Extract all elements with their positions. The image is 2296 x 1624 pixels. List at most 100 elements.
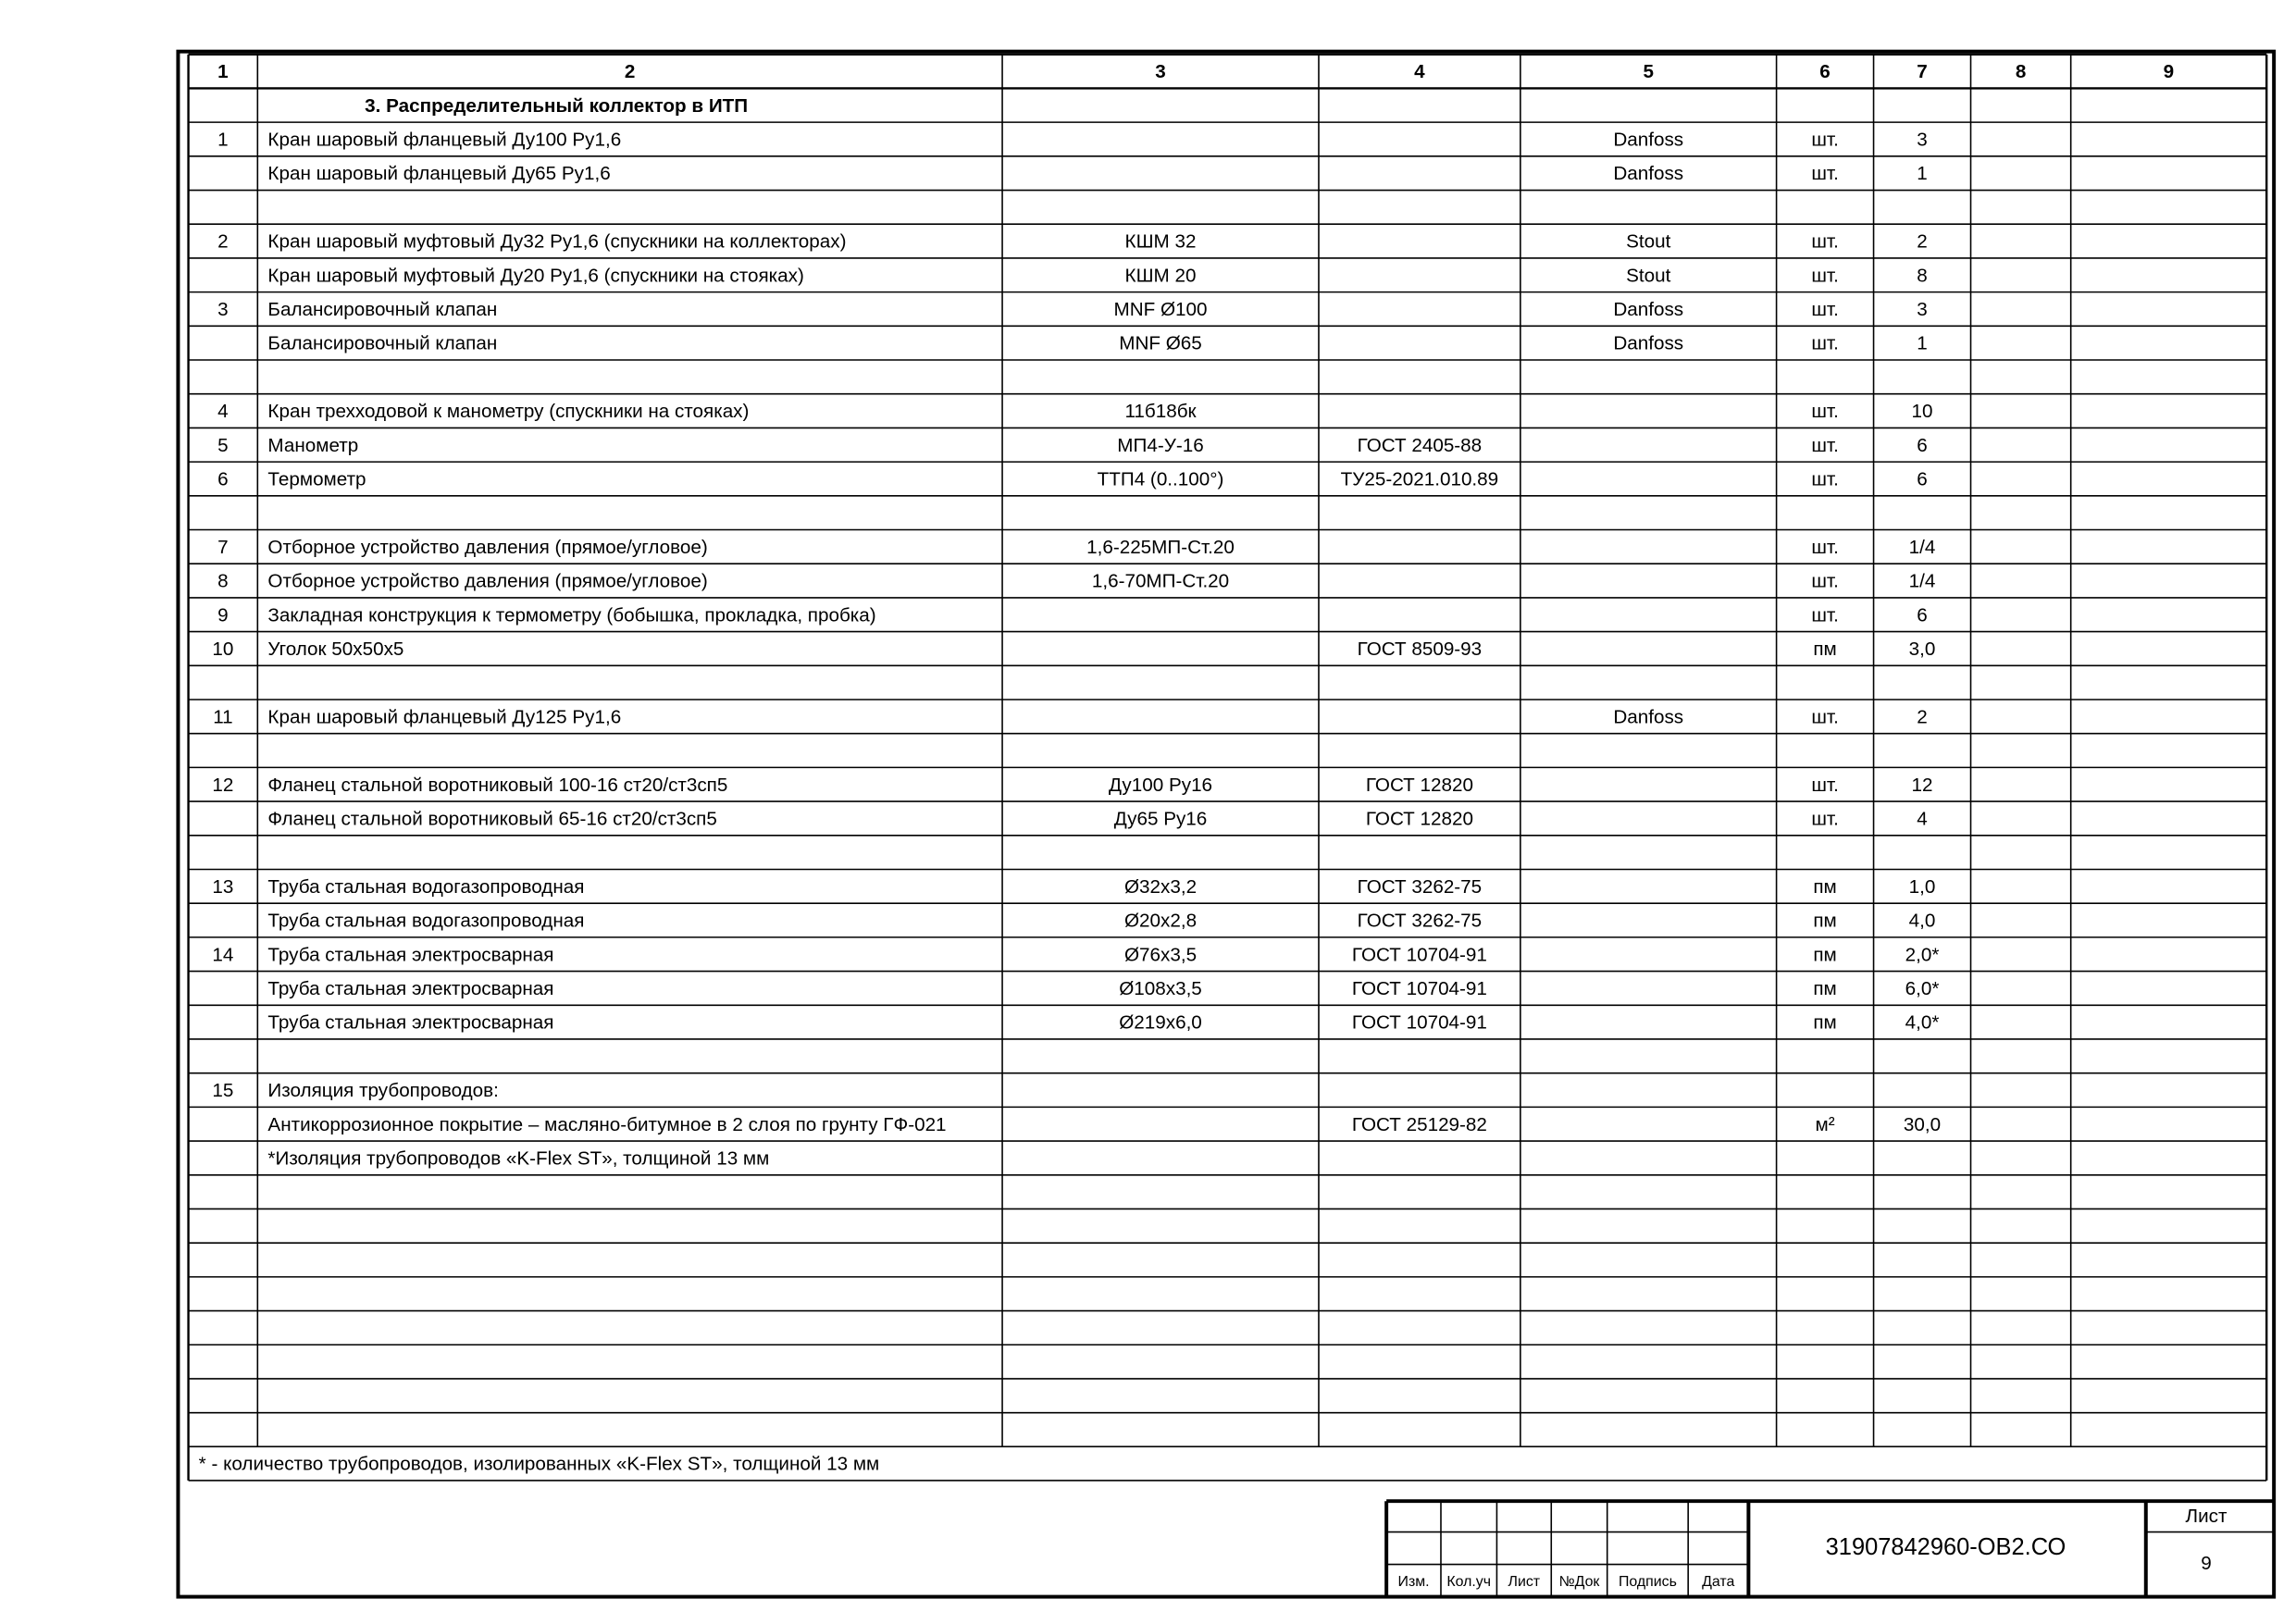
cell: 4 [1917, 808, 1928, 829]
cell: Труба стальная водогазопроводная [267, 876, 584, 898]
title-block-label: Кол.уч [1446, 1574, 1491, 1590]
cell: шт. [1811, 265, 1838, 286]
cell: ТТП4 (0..100°) [1098, 469, 1224, 490]
cell: ГОСТ 8509-93 [1358, 638, 1483, 660]
cell: Отборное устройство давления (прямое/угл… [267, 537, 707, 558]
cell: 6 [1917, 469, 1928, 490]
cell: 3,0 [1909, 638, 1936, 660]
cell: 1,0 [1909, 876, 1936, 898]
column-header: 8 [2016, 61, 2027, 82]
cell: ГОСТ 12820 [1366, 775, 1473, 796]
cell: 3 [1917, 130, 1928, 151]
cell: Труба стальная водогазопроводная [267, 911, 584, 932]
cell: Ø32х3,2 [1124, 876, 1197, 898]
cell: шт. [1811, 401, 1838, 422]
cell: 1 [1917, 163, 1928, 184]
cell: 2 [217, 231, 229, 253]
column-header: 3 [1155, 61, 1166, 82]
cell: 2,0* [1905, 944, 1940, 965]
cell: ГОСТ 10704-91 [1352, 978, 1487, 999]
cell: Термометр [267, 469, 366, 490]
title-block-label: №Док [1559, 1574, 1601, 1590]
cell: Кран шаровый фланцевый Ду100 Ру1,6 [267, 130, 621, 151]
cell: Кран шаровый муфтовый Ду32 Ру1,6 (спускн… [267, 231, 846, 253]
cell: Ду65 Ру16 [1114, 808, 1208, 829]
column-header: 4 [1414, 61, 1425, 82]
column-header: 5 [1643, 61, 1654, 82]
cell: Уголок 50х50х5 [267, 638, 403, 660]
cell: Danfoss [1613, 130, 1683, 151]
title-block-label: Лист [1508, 1574, 1541, 1590]
cell: Кран трехходовой к манометру (спускники … [267, 401, 749, 422]
cell: 12 [212, 775, 233, 796]
cell: 30,0 [1904, 1114, 1941, 1135]
cell: Кран шаровый фланцевый Ду65 Ру1,6 [267, 163, 610, 184]
cell: шт. [1811, 604, 1838, 626]
cell: Балансировочный клапан [267, 333, 497, 354]
cell: 7 [217, 537, 229, 558]
cell: ГОСТ 10704-91 [1352, 944, 1487, 965]
cell: 12 [1912, 775, 1933, 796]
cell: Отборное устройство давления (прямое/угл… [267, 571, 707, 592]
cell: 3 [1917, 299, 1928, 320]
footnote: * - количество трубопроводов, изолирован… [199, 1454, 880, 1475]
cell: Фланец стальной воротниковый 65-16 ст20/… [267, 808, 716, 829]
section-title: 3. Распределительный коллектор в ИТП [365, 95, 748, 117]
doc-number: 31907842960-ОВ2.СО [1826, 1534, 2066, 1560]
cell: 3 [217, 299, 229, 320]
cell: 9 [217, 604, 229, 626]
cell: МП4-У-16 [1117, 435, 1203, 456]
cell: ГОСТ 2405-88 [1358, 435, 1483, 456]
cell: 1 [1917, 333, 1928, 354]
cell: 6 [217, 469, 229, 490]
cell: 11 [213, 706, 232, 727]
cell: пм [1813, 638, 1836, 660]
frame [176, 49, 2277, 1599]
cell: КШМ 20 [1125, 265, 1197, 286]
cell: Ø20х2,8 [1124, 911, 1197, 932]
cell: КШМ 32 [1125, 231, 1197, 253]
cell: 1,6-225МП-Ст.20 [1086, 537, 1235, 558]
cell: шт. [1811, 571, 1838, 592]
cell: 1/4 [1909, 537, 1936, 558]
column-header: 2 [625, 61, 636, 82]
cell: 6 [1917, 435, 1928, 456]
cell: 1 [217, 130, 229, 151]
cell: Труба стальная электросварная [267, 978, 553, 999]
cell: 10 [212, 638, 233, 660]
cell: Балансировочный клапан [267, 299, 497, 320]
cell: ГОСТ 3262-75 [1358, 876, 1483, 898]
cell: пм [1813, 944, 1836, 965]
cell: Изоляция трубопроводов: [267, 1080, 498, 1101]
cell: Кран шаровый фланцевый Ду125 Ру1,6 [267, 706, 621, 727]
cell: Stout [1626, 231, 1670, 253]
cell: MNF Ø65 [1119, 333, 1202, 354]
column-header: 7 [1917, 61, 1928, 82]
cell: Ø108х3,5 [1119, 978, 1202, 999]
cell: Danfoss [1613, 163, 1683, 184]
cell: шт. [1811, 163, 1838, 184]
cell: ТУ25-2021.010.89 [1341, 469, 1498, 490]
cell: Ø219х6,0 [1119, 1012, 1202, 1034]
cell: 6,0* [1905, 978, 1940, 999]
title-block-label: Дата [1702, 1574, 1734, 1590]
cell: Закладная конструкция к термометру (бобы… [267, 604, 875, 626]
cell: м² [1816, 1114, 1835, 1135]
cell: 4 [217, 401, 229, 422]
cell: Stout [1626, 265, 1670, 286]
cell: 11б18бк [1124, 401, 1197, 422]
cell: шт. [1811, 299, 1838, 320]
cell: 2 [1917, 706, 1928, 727]
cell: Danfoss [1613, 706, 1683, 727]
cell: шт. [1811, 706, 1838, 727]
cell: Антикоррозионное покрытие – масляно-биту… [267, 1114, 946, 1135]
cell: 6 [1917, 604, 1928, 626]
cell: пм [1813, 978, 1836, 999]
cell: 4,0* [1905, 1012, 1940, 1034]
column-header: 1 [217, 61, 229, 82]
cell: Труба стальная электросварная [267, 944, 553, 965]
sheet-number: 9 [2201, 1553, 2212, 1574]
